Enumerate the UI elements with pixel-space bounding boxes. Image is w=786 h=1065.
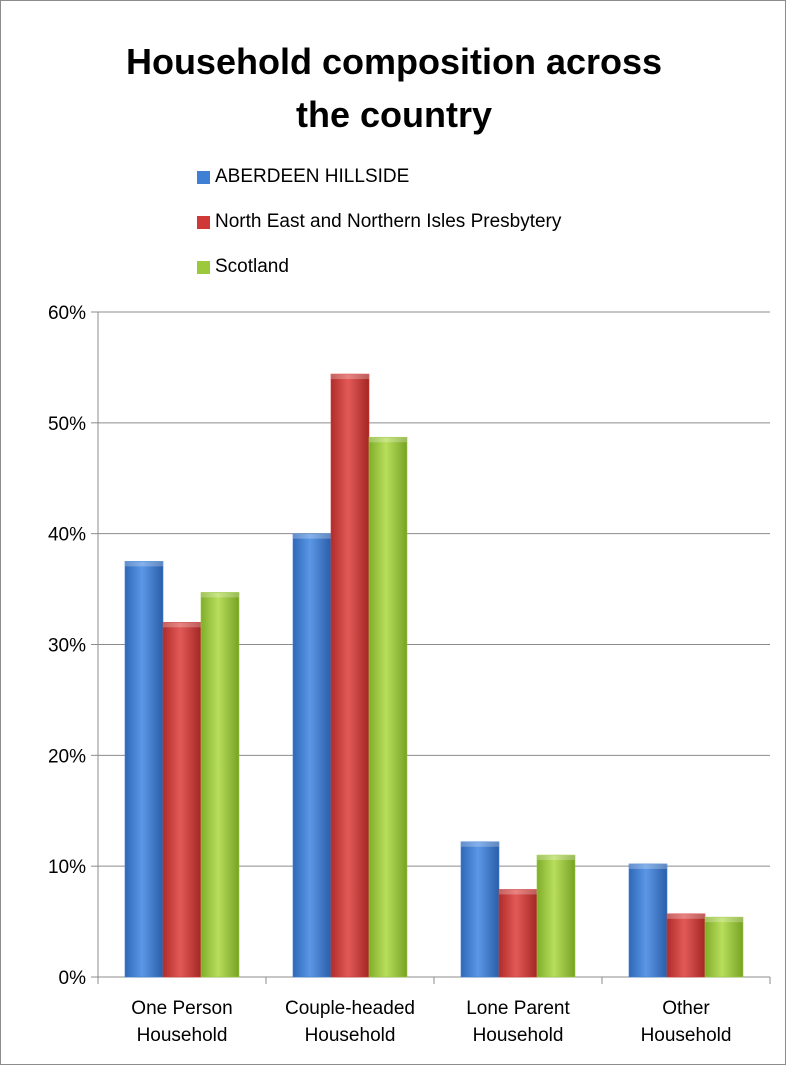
bars <box>124 373 744 978</box>
y-tick-label: 60% <box>48 303 86 324</box>
x-category-label: Household <box>305 1025 396 1046</box>
bar-highlight <box>125 561 163 567</box>
bar-highlight <box>499 889 537 895</box>
bar-aberdeen-hillside-one-person-household <box>124 561 164 978</box>
x-category-label: Household <box>641 1025 732 1046</box>
chart-title-line-2: the country <box>295 94 492 135</box>
legend-label-aberdeen-hillside: ABERDEEN HILLSIDE <box>215 166 410 187</box>
bar-highlight <box>331 374 369 380</box>
y-tick-label: 40% <box>48 525 86 546</box>
legend-swatch-scotland <box>197 260 210 274</box>
bar-highlight <box>163 622 201 628</box>
y-tick-label: 10% <box>48 857 86 878</box>
axis-labels: 0% 10% 20% 30% 40% 50% 60% One Person Household C… <box>48 303 731 1046</box>
bar-aberdeen-hillside-lone-parent-household <box>460 841 500 978</box>
bar-scotland-one-person-household <box>200 592 240 978</box>
bar-north-east-and-northern-isles-presbytery-one-person-household <box>162 622 202 978</box>
chart-title-line-1: Household composition across <box>125 41 663 82</box>
legend-swatch-presbytery <box>197 215 210 229</box>
legend-label-presbytery: North East and Northern Isles Presbytery <box>215 211 562 232</box>
bar-north-east-and-northern-isles-presbytery-couple-headed-household <box>330 373 370 978</box>
legend-item-scotland: Scotland <box>197 255 561 279</box>
chart-title: Household composition across the country <box>1 35 786 141</box>
x-category-label: Household <box>137 1025 228 1046</box>
bar-scotland-other-household <box>704 916 744 978</box>
bar-scotland-couple-headed-household <box>368 436 408 978</box>
y-tick-label: 0% <box>59 968 87 989</box>
bar-aberdeen-hillside-couple-headed-household <box>292 533 332 978</box>
bar-north-east-and-northern-isles-presbytery-lone-parent-household <box>498 889 538 978</box>
legend-swatch-aberdeen-hillside <box>197 170 210 184</box>
x-category-label: Household <box>473 1025 564 1046</box>
y-tick-label: 30% <box>48 636 86 657</box>
x-category-label: One Person <box>131 998 232 1019</box>
bar-aberdeen-hillside-other-household <box>628 863 668 978</box>
legend: ABERDEEN HILLSIDE North East and Norther… <box>197 165 561 300</box>
bar-highlight <box>369 437 407 443</box>
x-category-label: Lone Parent <box>466 998 570 1019</box>
bar-highlight <box>667 913 705 919</box>
bar-highlight <box>461 841 499 847</box>
legend-item-aberdeen-hillside: ABERDEEN HILLSIDE <box>197 165 561 189</box>
bar-highlight <box>293 533 331 539</box>
legend-label-scotland: Scotland <box>215 256 289 277</box>
legend-item-presbytery: North East and Northern Isles Presbytery <box>197 210 561 234</box>
x-category-label: Other <box>662 998 710 1019</box>
bar-north-east-and-northern-isles-presbytery-other-household <box>666 913 706 978</box>
bar-highlight <box>629 863 667 869</box>
y-tick-label: 50% <box>48 414 86 435</box>
x-category-label: Couple-headed <box>285 998 415 1019</box>
y-tick-label: 20% <box>48 746 86 767</box>
bar-highlight <box>537 855 575 861</box>
bar-scotland-lone-parent-household <box>536 854 576 978</box>
bar-highlight <box>705 917 743 923</box>
bar-highlight <box>201 592 239 598</box>
